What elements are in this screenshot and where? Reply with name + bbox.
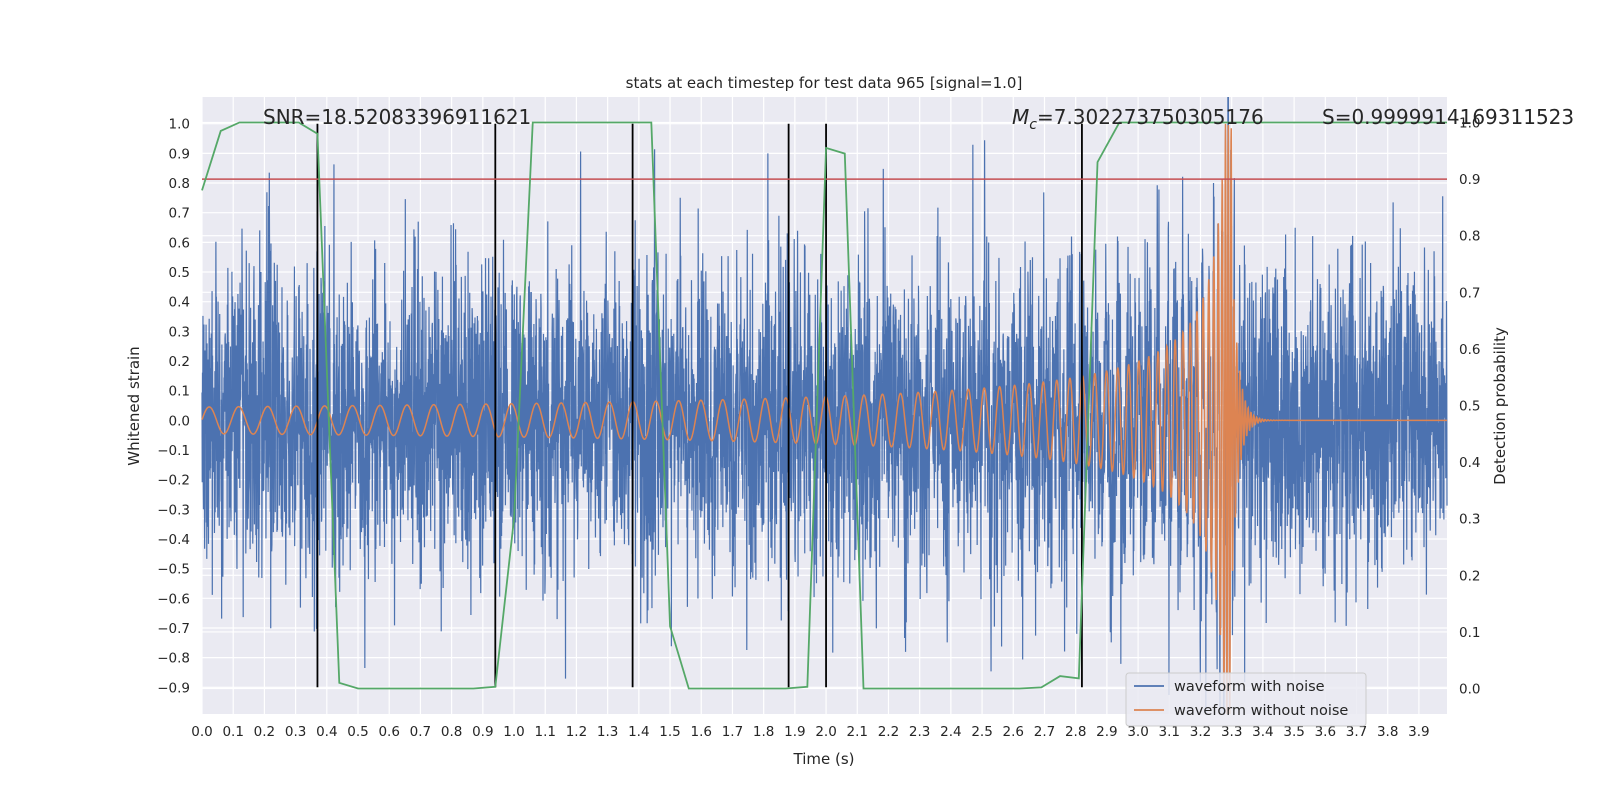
y-tick-label-left: −0.1 (157, 443, 190, 459)
y-tick-labels-left: 1.0 0.9 0.8 0.7 0.6 0.5 0.4 0.3 0.2 0.1 0.0 −0.1 −0.… (157, 117, 190, 697)
x-tick-label: 3.8 (1377, 724, 1398, 740)
x-tick-label: 0.3 (285, 724, 306, 740)
y-tick-label-left: 1.0 (169, 117, 190, 133)
x-tick-label: 3.9 (1408, 724, 1429, 740)
x-tick-label: 2.6 (1003, 724, 1024, 740)
y-axis-label-left: Whitened strain (125, 346, 143, 465)
legend-label-clean: waveform without noise (1174, 703, 1348, 719)
y-tick-label-left: −0.6 (157, 591, 190, 607)
x-tick-label: 1.9 (784, 724, 805, 740)
x-tick-label: 2.8 (1065, 724, 1086, 740)
y-tick-label-left: 0.8 (169, 176, 190, 192)
legend-label-noisy: waveform with noise (1174, 679, 1325, 695)
chirp-mass-subscript: c (1029, 117, 1037, 133)
x-tick-label: 2.9 (1096, 724, 1117, 740)
x-tick-label: 3.4 (1252, 724, 1273, 740)
x-tick-label: 0.8 (441, 724, 462, 740)
x-tick-label: 3.0 (1127, 724, 1148, 740)
x-tick-label: 3.7 (1346, 724, 1367, 740)
y-tick-label-right: 0.1 (1459, 625, 1480, 641)
y-tick-label-right: 0.8 (1459, 229, 1480, 245)
x-tick-label: 1.8 (753, 724, 774, 740)
x-tick-label: 2.4 (940, 724, 961, 740)
significance-annotation: S=0.9999914169311523 (1322, 105, 1574, 129)
y-tick-label-right: 0.3 (1459, 512, 1480, 528)
line-waveform-with-noise (201, 96, 1448, 715)
y-tick-label-left: 0.6 (169, 235, 190, 251)
y-tick-label-right: 0.5 (1459, 399, 1480, 415)
y-tick-labels-right: 1.0 0.9 0.8 0.7 0.6 0.5 0.4 0.3 0.2 0.1 0.0 (1459, 115, 1480, 697)
y-tick-label-right: 0.0 (1459, 682, 1480, 698)
y-tick-label-right: 1.0 (1459, 115, 1480, 131)
y-tick-label-right: 0.9 (1459, 172, 1480, 188)
legend-box (1125, 672, 1367, 727)
y-tick-label-left: 0.5 (169, 265, 190, 281)
x-tick-label: 1.7 (722, 724, 743, 740)
y-tick-label-right: 0.6 (1459, 342, 1480, 358)
y-tick-label-left: −0.2 (157, 473, 190, 489)
y-tick-label-left: 0.1 (169, 384, 190, 400)
chirp-mass-symbol: M (1012, 105, 1029, 129)
y-tick-label-left: 0.4 (169, 295, 190, 311)
chirp-mass-annotation: Mc=7.302273750305176 (1012, 105, 1264, 133)
y-tick-label-left: −0.8 (157, 651, 190, 667)
x-tick-label: 3.1 (1159, 724, 1180, 740)
x-tick-label: 3.2 (1190, 724, 1211, 740)
y-tick-label-left: 0.3 (169, 324, 190, 340)
y-tick-label-left: −0.7 (157, 621, 190, 637)
x-tick-label: 1.5 (659, 724, 680, 740)
x-tick-label: 1.1 (534, 724, 555, 740)
y-tick-label-left: 0.7 (169, 206, 190, 222)
line-detection-probability (201, 121, 1447, 690)
y-tick-label-left: 0.2 (169, 354, 190, 370)
line-waveform-without-noise (201, 123, 1447, 715)
x-tick-label: 3.6 (1315, 724, 1336, 740)
x-tick-label: 3.3 (1221, 724, 1242, 740)
x-tick-label: 2.0 (815, 724, 836, 740)
chirp-mass-value: =7.302273750305176 (1037, 105, 1264, 129)
x-axis-label: Time (s) (793, 750, 855, 768)
x-tick-label: 0.4 (316, 724, 337, 740)
series-waveform-without-noise (201, 123, 1447, 715)
x-tick-label: 1.4 (628, 724, 649, 740)
y-tick-label-left: 0.0 (169, 413, 190, 429)
x-tick-label: 3.5 (1283, 724, 1304, 740)
x-tick-label: 0.5 (347, 724, 368, 740)
x-tick-label: 2.5 (971, 724, 992, 740)
x-tick-label: 1.3 (597, 724, 618, 740)
y-tick-label-left: −0.9 (157, 680, 190, 696)
x-tick-label: 0.0 (191, 724, 212, 740)
y-axis-label-right: Detection probability (1491, 327, 1509, 485)
y-tick-label-left: −0.3 (157, 502, 190, 518)
x-tick-label: 1.6 (691, 724, 712, 740)
y-tick-label-right: 0.2 (1459, 568, 1480, 584)
series-waveform-with-noise (201, 96, 1448, 715)
x-tick-label: 0.6 (378, 724, 399, 740)
x-tick-label: 2.3 (909, 724, 930, 740)
y-tick-label-left: 0.9 (169, 146, 190, 162)
series-detection-probability (201, 121, 1447, 690)
x-tick-label: 1.2 (566, 724, 587, 740)
x-tick-label: 2.2 (878, 724, 899, 740)
snr-annotation: SNR=18.52083396911621 (263, 105, 531, 129)
x-tick-label: 2.1 (847, 724, 868, 740)
y-tick-label-left: −0.4 (157, 532, 190, 548)
y-tick-label-left: −0.5 (157, 562, 190, 578)
x-tick-label: 0.7 (410, 724, 431, 740)
x-tick-label: 2.7 (1034, 724, 1055, 740)
x-tick-label: 1.0 (503, 724, 524, 740)
chart-title: stats at each timestep for test data 965… (626, 74, 1023, 92)
y-tick-label-right: 0.4 (1459, 455, 1480, 471)
x-tick-labels: 0.0 0.1 0.2 0.3 0.4 0.5 0.6 0.7 0.8 0.9 1.0 1.1 1.2 1… (191, 724, 1429, 740)
legend: waveform with noise waveform without noi… (1125, 672, 1367, 727)
x-tick-label: 0.2 (254, 724, 275, 740)
x-tick-label: 0.1 (222, 724, 243, 740)
x-tick-label: 0.9 (472, 724, 493, 740)
y-tick-label-right: 0.7 (1459, 285, 1480, 301)
